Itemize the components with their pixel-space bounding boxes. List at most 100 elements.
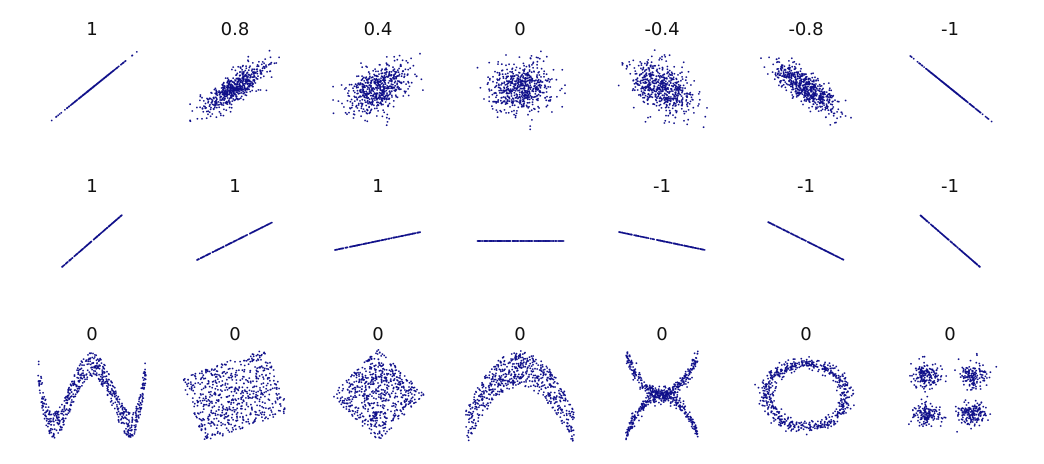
dot: [637, 235, 639, 237]
dot: [125, 414, 128, 416]
dot: [207, 110, 210, 113]
dot: [673, 95, 676, 97]
dot: [536, 74, 538, 76]
dot: [666, 72, 668, 75]
dot: [234, 87, 237, 89]
dot: [702, 126, 705, 129]
dot: [385, 98, 388, 101]
dot: [412, 64, 415, 67]
dot: [797, 75, 799, 78]
dot: [205, 110, 208, 113]
dot: [512, 101, 514, 104]
dot: [366, 92, 369, 95]
dot: [245, 94, 248, 97]
dot: [800, 67, 802, 70]
dot: [387, 105, 389, 108]
dot: [807, 85, 809, 88]
dot: [685, 110, 687, 113]
dot: [800, 74, 802, 77]
dot: [639, 235, 642, 238]
dot: [800, 100, 803, 103]
dot: [212, 108, 215, 110]
dot: [522, 98, 524, 101]
dot: [354, 83, 357, 86]
dot: [388, 237, 390, 240]
dot: [97, 82, 99, 85]
dot: [509, 106, 511, 108]
dot: [791, 65, 794, 68]
dot: [963, 98, 965, 101]
dot: [790, 57, 793, 60]
dot: [523, 64, 525, 67]
dot: [782, 83, 785, 86]
dot: [798, 83, 801, 86]
dot: [524, 96, 526, 99]
dot: [659, 57, 661, 59]
dot: [410, 81, 413, 84]
dot: [657, 74, 660, 77]
dot: [367, 78, 369, 80]
dot: [791, 97, 794, 99]
dot: [218, 111, 221, 113]
dot: [385, 116, 388, 119]
dot: [363, 99, 366, 102]
dot: [784, 86, 787, 89]
dot: [641, 76, 644, 79]
dot: [223, 99, 226, 102]
dot: [666, 100, 669, 103]
dot: [251, 89, 254, 92]
dot: [528, 110, 531, 113]
dot: [781, 75, 784, 77]
dot: [376, 84, 379, 87]
dot: [394, 70, 396, 73]
dot: [520, 103, 523, 106]
dot: [406, 61, 409, 64]
dot: [676, 97, 679, 99]
dot: [221, 83, 224, 86]
dot: [111, 70, 114, 73]
dot: [660, 92, 662, 94]
dot: [634, 86, 637, 88]
dot: [414, 73, 416, 76]
dot: [628, 63, 631, 66]
dot: [348, 95, 351, 97]
dot: [256, 72, 259, 75]
dot: [698, 98, 701, 101]
dot: [53, 414, 56, 417]
dot: [405, 83, 407, 85]
dot: [541, 91, 544, 94]
dot: [357, 92, 359, 95]
dot: [372, 90, 375, 93]
dot: [343, 106, 345, 108]
dot: [361, 75, 363, 77]
dot: [211, 103, 214, 106]
dot: [392, 100, 395, 102]
dot: [233, 81, 236, 84]
dot: [819, 85, 822, 88]
dot: [201, 117, 203, 120]
dot: [384, 68, 387, 71]
dot: [628, 61, 631, 63]
dot: [694, 247, 697, 250]
dot: [397, 85, 399, 88]
dot: [637, 80, 639, 83]
dot: [680, 79, 682, 82]
dot: [793, 76, 796, 79]
dot: [526, 91, 529, 93]
dot: [919, 214, 922, 217]
dot: [627, 233, 630, 235]
dot: [225, 100, 228, 103]
dot: [370, 92, 373, 95]
dot: [238, 82, 241, 85]
dot: [500, 63, 503, 66]
dot: [497, 83, 500, 86]
dot: [648, 81, 650, 83]
dot: [655, 88, 658, 91]
dot: [686, 103, 688, 106]
dot: [530, 71, 533, 74]
dot: [691, 93, 694, 96]
dot: [498, 78, 501, 81]
dot: [346, 99, 349, 102]
dot: [561, 68, 564, 71]
dot: [240, 89, 243, 92]
